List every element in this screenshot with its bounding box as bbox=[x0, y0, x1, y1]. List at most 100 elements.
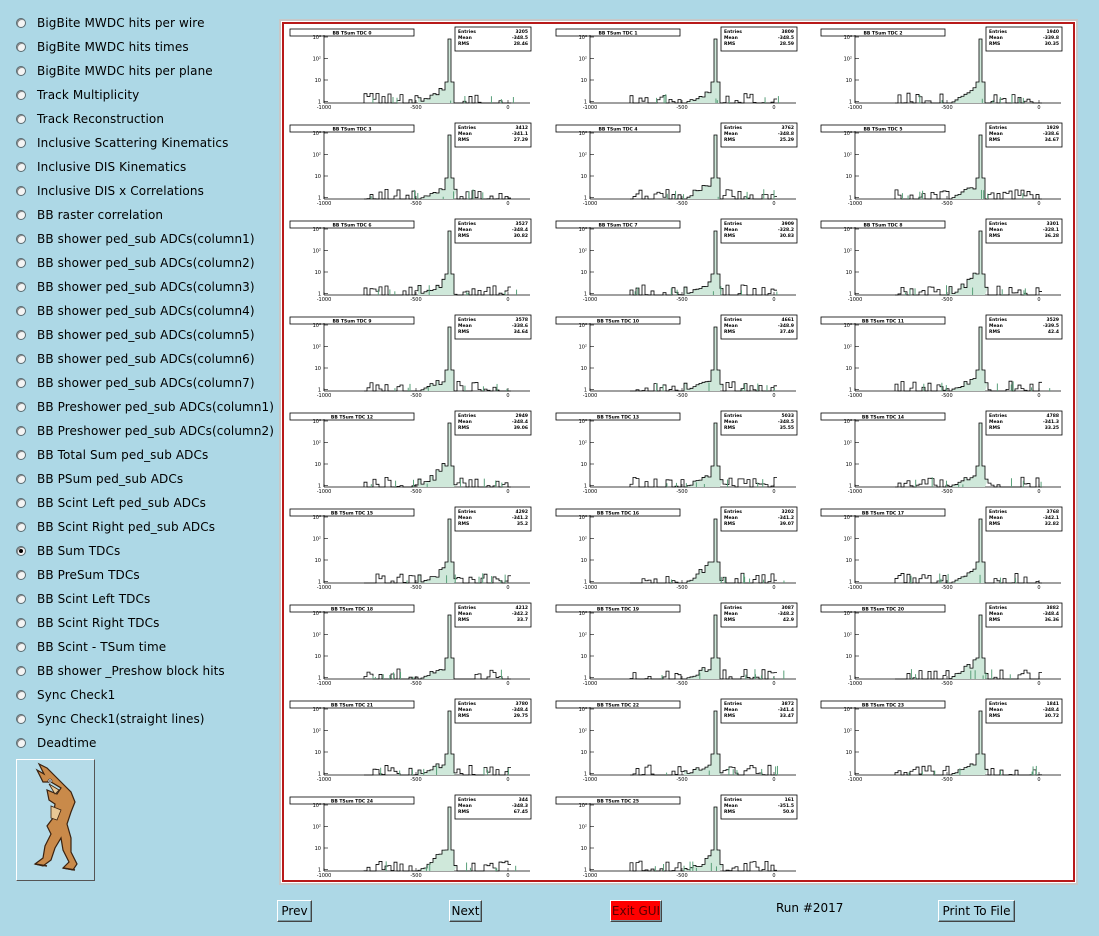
radio-option-10[interactable]: BB shower ped_sub ADCs(column2) bbox=[16, 253, 255, 273]
histogram-panel[interactable]: BB TSum TDC 0 Entries 3205 Mean -348.5 RMS 28.… bbox=[289, 26, 532, 111]
radio-option-18[interactable]: BB Total Sum ped_sub ADCs bbox=[16, 445, 208, 465]
y-tick-label: 10 bbox=[315, 78, 321, 84]
radio-option-8[interactable]: BB raster correlation bbox=[16, 205, 163, 225]
radio-unchecked-icon[interactable] bbox=[16, 570, 26, 580]
radio-unchecked-icon[interactable] bbox=[16, 642, 26, 652]
radio-option-7[interactable]: Inclusive DIS x Correlations bbox=[16, 181, 204, 201]
prev-button[interactable]: Prev bbox=[277, 900, 312, 922]
histogram-panel[interactable]: BB TSum TDC 3 Entries 3412 Mean -341.1 RMS 27.… bbox=[289, 122, 532, 207]
radio-unchecked-icon[interactable] bbox=[16, 258, 26, 268]
radio-unchecked-icon[interactable] bbox=[16, 738, 26, 748]
radio-option-9[interactable]: BB shower ped_sub ADCs(column1) bbox=[16, 229, 255, 249]
histogram-panel[interactable]: BB TSum TDC 17 Entries 3768 Mean -342.1 RMS 32… bbox=[820, 506, 1063, 591]
radio-option-17[interactable]: BB Preshower ped_sub ADCs(column2) bbox=[16, 421, 274, 441]
radio-option-0[interactable]: BigBite MWDC hits per wire bbox=[16, 13, 205, 33]
radio-option-23[interactable]: BB PreSum TDCs bbox=[16, 565, 140, 585]
radio-unchecked-icon[interactable] bbox=[16, 330, 26, 340]
histogram-panel[interactable]: BB TSum TDC 1 Entries 3809 Mean -348.5 RMS 28.… bbox=[555, 26, 798, 111]
histogram-panel[interactable]: BB TSum TDC 21 Entries 3780 Mean -348.4 RMS 29… bbox=[289, 698, 532, 783]
histogram-panel[interactable]: BB TSum TDC 24 Entries 344 Mean -348.3 RMS 67.… bbox=[289, 794, 532, 879]
histogram-panel[interactable]: BB TSum TDC 14 Entries 4788 Mean -341.3 RMS 33… bbox=[820, 410, 1063, 495]
histogram-panel[interactable]: BB TSum TDC 12 Entries 2949 Mean -348.4 RMS 39… bbox=[289, 410, 532, 495]
histogram-panel[interactable]: BB TSum TDC 6 Entries 3527 Mean -348.4 RMS 30.… bbox=[289, 218, 532, 303]
histogram-panel[interactable]: BB TSum TDC 11 Entries 3529 Mean -339.5 RMS 42… bbox=[820, 314, 1063, 399]
histogram-panel[interactable]: BB TSum TDC 15 Entries 4292 Mean -341.2 RMS 35… bbox=[289, 506, 532, 591]
next-button[interactable]: Next bbox=[449, 900, 482, 922]
radio-unchecked-icon[interactable] bbox=[16, 234, 26, 244]
histogram-panel[interactable]: BB TSum TDC 16 Entries 3202 Mean -341.2 RMS 39… bbox=[555, 506, 798, 591]
radio-option-15[interactable]: BB shower ped_sub ADCs(column7) bbox=[16, 373, 255, 393]
radio-unchecked-icon[interactable] bbox=[16, 522, 26, 532]
radio-unchecked-icon[interactable] bbox=[16, 138, 26, 148]
radio-option-5[interactable]: Inclusive Scattering Kinematics bbox=[16, 133, 228, 153]
radio-unchecked-icon[interactable] bbox=[16, 714, 26, 724]
radio-unchecked-icon[interactable] bbox=[16, 690, 26, 700]
radio-option-14[interactable]: BB shower ped_sub ADCs(column6) bbox=[16, 349, 255, 369]
radio-option-26[interactable]: BB Scint - TSum time bbox=[16, 637, 166, 657]
stat-value: 4661 bbox=[781, 317, 794, 323]
radio-option-24[interactable]: BB Scint Left TDCs bbox=[16, 589, 150, 609]
radio-unchecked-icon[interactable] bbox=[16, 594, 26, 604]
radio-unchecked-icon[interactable] bbox=[16, 378, 26, 388]
radio-checked-icon[interactable] bbox=[16, 546, 26, 556]
radio-unchecked-icon[interactable] bbox=[16, 450, 26, 460]
radio-unchecked-icon[interactable] bbox=[16, 666, 26, 676]
print-to-file-button[interactable]: Print To File bbox=[938, 900, 1015, 922]
radio-option-22[interactable]: BB Sum TDCs bbox=[16, 541, 120, 561]
histogram-panel[interactable]: BB TSum TDC 7 Entries 3909 Mean -328.2 RMS 30.… bbox=[555, 218, 798, 303]
histogram-panel[interactable]: BB TSum TDC 23 Entries 1841 Mean -348.4 RMS 30… bbox=[820, 698, 1063, 783]
exit-gui-button[interactable]: Exit GUI bbox=[610, 900, 662, 922]
y-tick-label: 10² bbox=[579, 249, 587, 255]
radio-option-29[interactable]: Sync Check1(straight lines) bbox=[16, 709, 205, 729]
radio-unchecked-icon[interactable] bbox=[16, 210, 26, 220]
radio-unchecked-icon[interactable] bbox=[16, 162, 26, 172]
radio-option-label: BB Scint Left ped_sub ADCs bbox=[37, 496, 206, 510]
radio-option-1[interactable]: BigBite MWDC hits times bbox=[16, 37, 189, 57]
radio-unchecked-icon[interactable] bbox=[16, 186, 26, 196]
radio-unchecked-icon[interactable] bbox=[16, 42, 26, 52]
histogram-panel[interactable]: BB TSum TDC 25 Entries 161 Mean -351.5 RMS 50.… bbox=[555, 794, 798, 879]
radio-option-27[interactable]: BB shower _Preshow block hits bbox=[16, 661, 225, 681]
histogram-panel[interactable]: BB TSum TDC 8 Entries 3301 Mean -328.1 RMS 36.… bbox=[820, 218, 1063, 303]
radio-option-30[interactable]: Deadtime bbox=[16, 733, 97, 753]
y-tick-label: 10 bbox=[315, 846, 321, 852]
radio-option-12[interactable]: BB shower ped_sub ADCs(column4) bbox=[16, 301, 255, 321]
stat-value: -339.8 bbox=[1043, 35, 1059, 41]
histogram-panel[interactable]: BB TSum TDC 5 Entries 1929 Mean -338.6 RMS 34.… bbox=[820, 122, 1063, 207]
radio-option-25[interactable]: BB Scint Right TDCs bbox=[16, 613, 159, 633]
radio-option-19[interactable]: BB PSum ped_sub ADCs bbox=[16, 469, 183, 489]
radio-option-4[interactable]: Track Reconstruction bbox=[16, 109, 164, 129]
radio-option-28[interactable]: Sync Check1 bbox=[16, 685, 115, 705]
radio-option-2[interactable]: BigBite MWDC hits per plane bbox=[16, 61, 213, 81]
radio-option-3[interactable]: Track Multiplicity bbox=[16, 85, 139, 105]
radio-option-11[interactable]: BB shower ped_sub ADCs(column3) bbox=[16, 277, 255, 297]
radio-unchecked-icon[interactable] bbox=[16, 306, 26, 316]
radio-unchecked-icon[interactable] bbox=[16, 426, 26, 436]
histogram-panel[interactable]: BB TSum TDC 10 Entries 4661 Mean -348.9 RMS 37… bbox=[555, 314, 798, 399]
histogram-panel[interactable]: BB TSum TDC 13 Entries 5033 Mean -348.5 RMS 35… bbox=[555, 410, 798, 495]
histogram-panel[interactable]: BB TSum TDC 18 Entries 4212 Mean -342.2 RMS 33… bbox=[289, 602, 532, 687]
radio-option-16[interactable]: BB Preshower ped_sub ADCs(column1) bbox=[16, 397, 274, 417]
radio-unchecked-icon[interactable] bbox=[16, 474, 26, 484]
histogram-panel[interactable]: BB TSum TDC 4 Entries 3762 Mean -348.8 RMS 25.… bbox=[555, 122, 798, 207]
radio-unchecked-icon[interactable] bbox=[16, 618, 26, 628]
radio-unchecked-icon[interactable] bbox=[16, 354, 26, 364]
radio-unchecked-icon[interactable] bbox=[16, 282, 26, 292]
y-tick-label: 1 bbox=[318, 676, 321, 682]
radio-option-6[interactable]: Inclusive DIS Kinematics bbox=[16, 157, 186, 177]
histogram-canvas[interactable]: BB TSum TDC 0 Entries 3205 Mean -348.5 RMS 28.… bbox=[279, 19, 1078, 885]
radio-unchecked-icon[interactable] bbox=[16, 66, 26, 76]
histogram-panel[interactable]: BB TSum TDC 2 Entries 1940 Mean -339.8 RMS 30.… bbox=[820, 26, 1063, 111]
radio-unchecked-icon[interactable] bbox=[16, 498, 26, 508]
histogram-panel[interactable]: BB TSum TDC 22 Entries 3872 Mean -341.4 RMS 33… bbox=[555, 698, 798, 783]
radio-option-13[interactable]: BB shower ped_sub ADCs(column5) bbox=[16, 325, 255, 345]
radio-unchecked-icon[interactable] bbox=[16, 402, 26, 412]
radio-unchecked-icon[interactable] bbox=[16, 114, 26, 124]
radio-unchecked-icon[interactable] bbox=[16, 90, 26, 100]
histogram-panel[interactable]: BB TSum TDC 19 Entries 3087 Mean -348.2 RMS 42… bbox=[555, 602, 798, 687]
radio-unchecked-icon[interactable] bbox=[16, 18, 26, 28]
histogram-panel[interactable]: BB TSum TDC 20 Entries 3882 Mean -348.4 RMS 36… bbox=[820, 602, 1063, 687]
histogram-panel[interactable]: BB TSum TDC 9 Entries 3578 Mean -338.6 RMS 34.… bbox=[289, 314, 532, 399]
radio-option-21[interactable]: BB Scint Right ped_sub ADCs bbox=[16, 517, 215, 537]
radio-option-20[interactable]: BB Scint Left ped_sub ADCs bbox=[16, 493, 206, 513]
